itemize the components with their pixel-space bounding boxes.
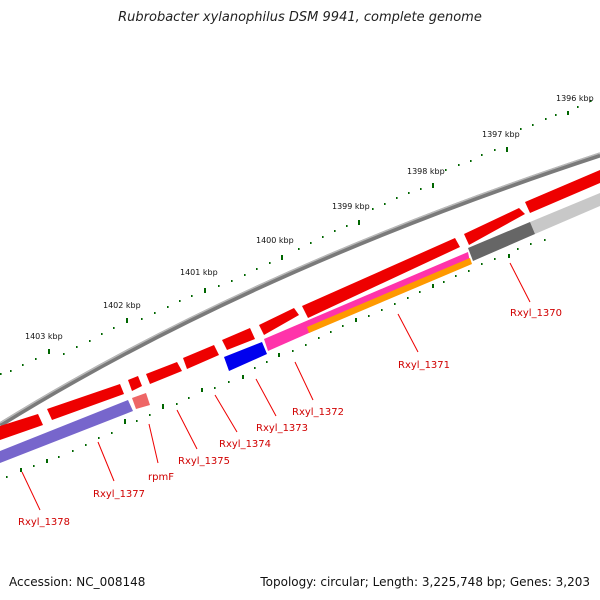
gene-bar-dark-gray (468, 222, 535, 261)
gene-arrow (302, 238, 460, 318)
scale-label-1401: 1401 kbp (180, 268, 218, 277)
gene-label-rpmf: rpmF (148, 472, 174, 483)
forward-genes (0, 170, 600, 440)
gene-arrow (222, 328, 255, 350)
gene-arrow (525, 170, 600, 213)
callout-line-rxyl-1375 (176, 409, 198, 450)
callout-line-rxyl-1370 (509, 262, 531, 303)
gene-bar-magenta (264, 252, 470, 351)
scale-label-1402: 1402 kbp (103, 301, 141, 310)
genome-backbone-highlight (0, 152, 600, 424)
genome-backbone (0, 152, 600, 428)
gene-bar-purple (0, 400, 133, 463)
gene-arrow (47, 384, 124, 420)
gene-arrow (259, 308, 299, 335)
callout-line-rxyl-1373 (255, 378, 277, 417)
callout-line-rxyl-1377 (97, 441, 115, 482)
gene-label-rxyl-1373: Rxyl_1373 (256, 423, 308, 434)
gene-label-rxyl-1375: Rxyl_1375 (178, 456, 230, 467)
gene-label-rxyl-1377: Rxyl_1377 (93, 489, 145, 500)
gene-arrow (128, 376, 142, 391)
callout-lines (21, 262, 531, 511)
callout-line-rxyl-1371 (397, 313, 419, 353)
callout-line-rxyl-1378 (21, 471, 41, 511)
gene-bar-orange (307, 258, 472, 333)
gene-arrow (146, 362, 182, 384)
scale-label-1399: 1399 kbp (332, 202, 370, 211)
gene-label-rxyl-1370: Rxyl_1370 (510, 308, 562, 319)
map-title: Rubrobacter xylanophilus DSM 9941, compl… (118, 10, 482, 25)
gene-bar-light-gray (530, 193, 600, 234)
inner-scale (6, 239, 546, 478)
outer-scale (0, 100, 592, 375)
callout-line-rxyl-1374 (214, 394, 238, 433)
scale-label-1403: 1403 kbp (25, 332, 63, 341)
gene-label-rxyl-1372: Rxyl_1372 (292, 407, 344, 418)
gene-label-rxyl-1371: Rxyl_1371 (398, 360, 450, 371)
callout-line-rpmf (148, 423, 159, 464)
gene-bar-blue (224, 342, 267, 371)
gene-arrow (0, 414, 43, 440)
accession-text: Accession: NC_008148 (9, 575, 146, 589)
topology-text: Topology: circular; Length: 3,225,748 bp… (260, 575, 590, 589)
scale-label-1398: 1398 kbp (407, 167, 445, 176)
scale-label-1396: 1396 kbp (556, 94, 594, 103)
callout-line-rxyl-1372 (294, 361, 314, 401)
gene-bar-pink (132, 393, 150, 409)
gene-label-rxyl-1374: Rxyl_1374 (219, 439, 271, 450)
scale-label-1400: 1400 kbp (256, 236, 294, 245)
gene-label-rxyl-1378: Rxyl_1378 (18, 517, 70, 528)
gene-arrow (183, 345, 219, 369)
reverse-genes (0, 193, 600, 463)
scale-label-1397: 1397 kbp (482, 130, 520, 139)
gene-arrow (464, 208, 525, 245)
